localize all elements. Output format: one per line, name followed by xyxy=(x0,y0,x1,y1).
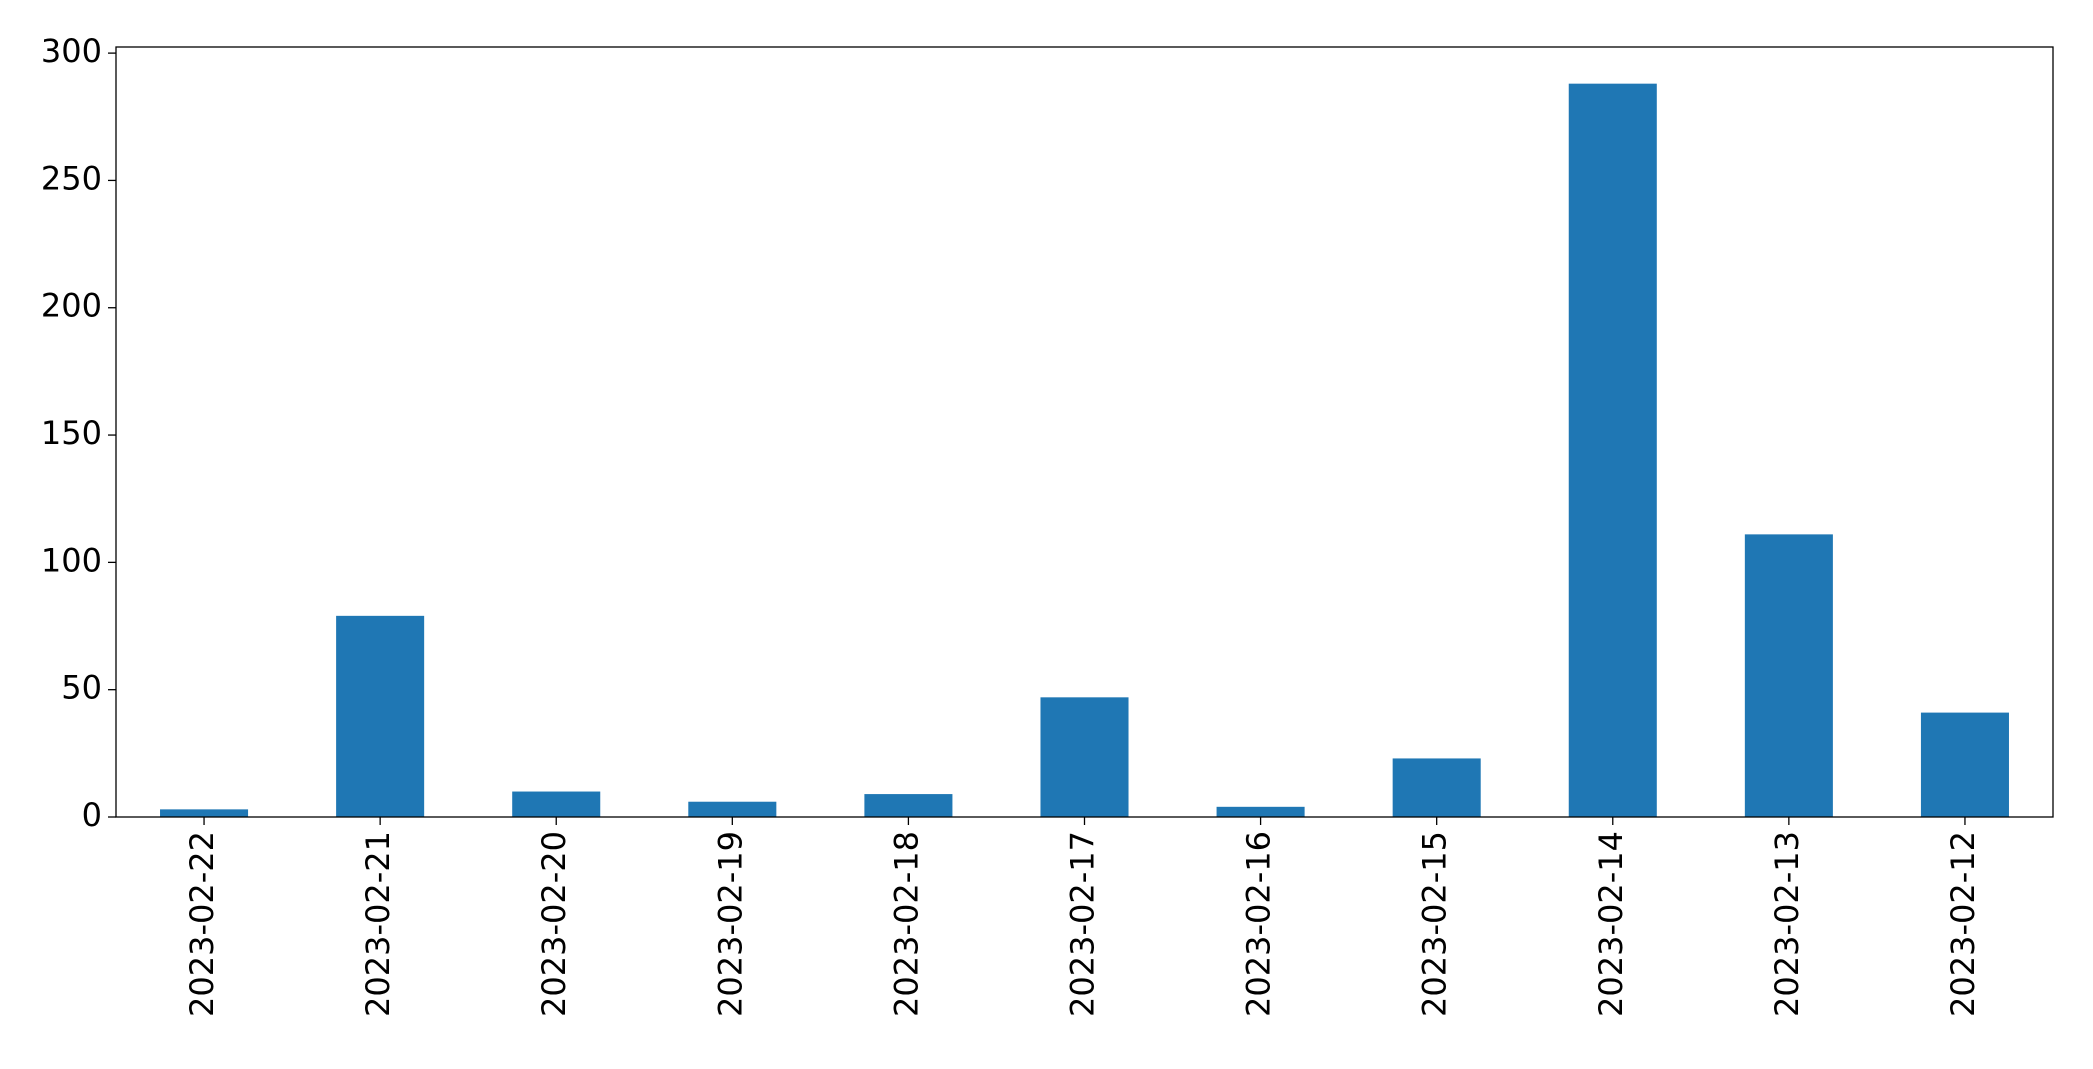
y-tick-label: 200 xyxy=(41,287,102,325)
y-tick-label: 300 xyxy=(41,32,102,70)
bar xyxy=(1920,712,2009,817)
bar xyxy=(1568,83,1657,817)
y-tick-label: 150 xyxy=(41,414,102,452)
bar xyxy=(160,809,249,817)
bar xyxy=(512,791,601,817)
bar xyxy=(1040,697,1129,817)
x-tick-label: 2023-02-22 xyxy=(183,831,221,1017)
x-tick-label: 2023-02-12 xyxy=(1944,831,1982,1017)
x-tick-label: 2023-02-13 xyxy=(1768,831,1806,1017)
x-tick-label: 2023-02-17 xyxy=(1064,831,1102,1017)
y-tick-label: 0 xyxy=(82,796,102,834)
bar xyxy=(688,801,777,817)
y-tick-label: 100 xyxy=(41,541,102,579)
bar xyxy=(1216,806,1305,817)
bar xyxy=(1744,534,1833,817)
x-tick-label: 2023-02-15 xyxy=(1416,831,1454,1017)
x-tick-label: 2023-02-16 xyxy=(1240,831,1278,1017)
bar xyxy=(1392,758,1481,817)
bar xyxy=(864,794,953,817)
x-tick-label: 2023-02-18 xyxy=(887,831,925,1017)
y-tick-label: 50 xyxy=(61,669,102,707)
x-tick-label: 2023-02-19 xyxy=(711,831,749,1017)
plot-frame xyxy=(115,46,2054,818)
x-tick-label: 2023-02-14 xyxy=(1592,831,1630,1017)
bar xyxy=(336,615,425,817)
x-tick-label: 2023-02-20 xyxy=(535,831,573,1017)
x-tick-label: 2023-02-21 xyxy=(359,831,397,1017)
y-tick-label: 250 xyxy=(41,159,102,197)
